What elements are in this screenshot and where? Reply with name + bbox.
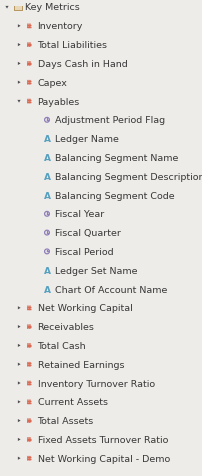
Text: Net Working Capital: Net Working Capital [38,304,132,313]
Text: A: A [43,135,50,144]
Text: Total Cash: Total Cash [38,341,86,350]
Polygon shape [18,456,21,460]
FancyBboxPatch shape [14,7,17,9]
Polygon shape [18,438,21,441]
Text: Balancing Segment Description: Balancing Segment Description [55,172,202,181]
Text: A: A [43,154,50,163]
Text: Retained Earnings: Retained Earnings [38,360,124,369]
Text: A: A [43,266,50,275]
Polygon shape [18,363,21,366]
Text: Current Assets: Current Assets [38,397,107,407]
Text: Balancing Segment Name: Balancing Segment Name [55,154,178,163]
Text: Days Cash in Hand: Days Cash in Hand [38,60,127,69]
Text: Fiscal Quarter: Fiscal Quarter [55,228,121,238]
Text: Capex: Capex [38,79,67,88]
Text: A: A [43,172,50,181]
Text: Fiscal Year: Fiscal Year [55,210,104,219]
Text: Inventory Turnover Ratio: Inventory Turnover Ratio [38,379,155,387]
Text: Fixed Assets Turnover Ratio: Fixed Assets Turnover Ratio [38,435,168,444]
Text: Chart Of Account Name: Chart Of Account Name [55,285,167,294]
Text: Fiscal Period: Fiscal Period [55,248,114,257]
Polygon shape [18,25,21,29]
Text: Receivables: Receivables [38,322,94,331]
Text: Total Assets: Total Assets [38,416,94,425]
Text: Ledger Name: Ledger Name [55,135,119,144]
Text: A: A [43,285,50,294]
Text: Balancing Segment Code: Balancing Segment Code [55,191,175,200]
Text: A: A [43,191,50,200]
Text: Ledger Set Name: Ledger Set Name [55,266,138,275]
Polygon shape [18,325,21,328]
Polygon shape [18,81,21,85]
Polygon shape [18,344,21,347]
Polygon shape [18,307,21,310]
Polygon shape [18,44,21,47]
Text: Inventory: Inventory [38,22,83,31]
Polygon shape [18,400,21,404]
Polygon shape [17,100,21,103]
Polygon shape [18,63,21,66]
Text: Key Metrics: Key Metrics [25,3,80,12]
Text: Adjustment Period Flag: Adjustment Period Flag [55,116,165,125]
Text: Payables: Payables [38,97,80,106]
Text: Net Working Capital - Demo: Net Working Capital - Demo [38,454,170,463]
FancyBboxPatch shape [15,7,21,11]
Polygon shape [18,419,21,422]
FancyBboxPatch shape [14,7,22,11]
Polygon shape [5,7,9,10]
Text: Total Liabilities: Total Liabilities [38,41,107,50]
Polygon shape [18,382,21,385]
